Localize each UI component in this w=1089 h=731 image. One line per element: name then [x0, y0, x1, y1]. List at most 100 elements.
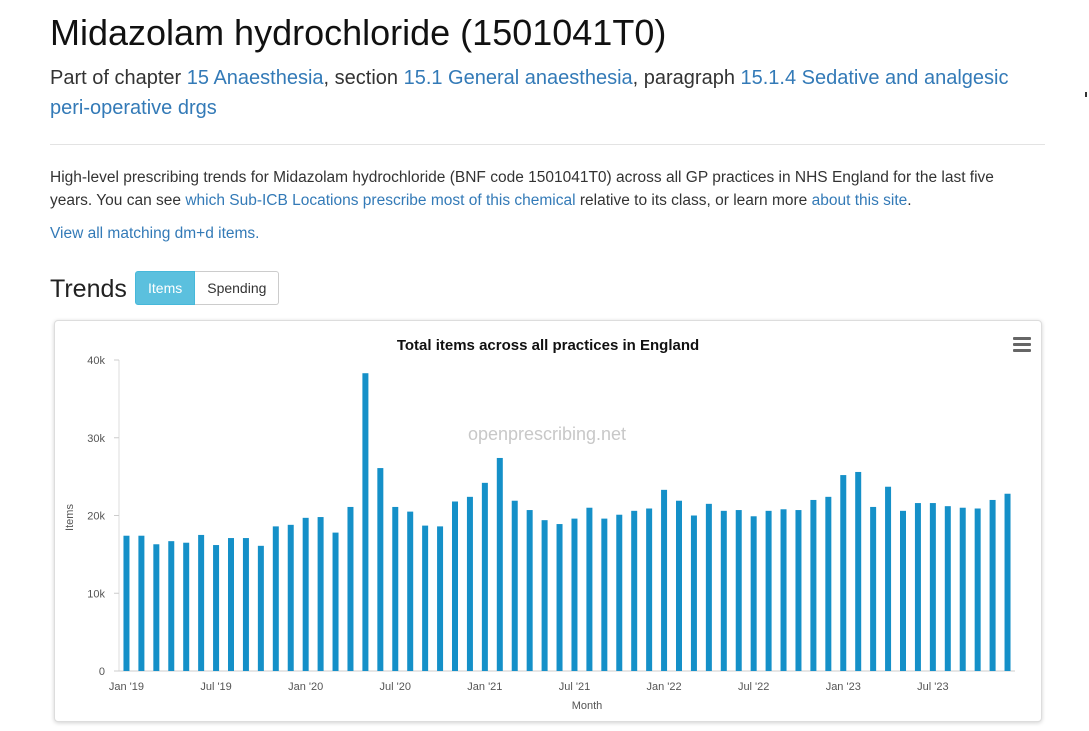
- bar: [287, 524, 294, 671]
- y-tick-label: 10k: [87, 588, 105, 600]
- bar: [347, 506, 354, 671]
- subicb-link[interactable]: which Sub-ICB Locations prescribe most o…: [185, 192, 576, 209]
- dmd-items-link[interactable]: View all matching dm+d items.: [50, 225, 260, 242]
- bar: [885, 486, 892, 671]
- bar: [302, 517, 309, 671]
- x-tick-label: Jan '20: [288, 681, 323, 693]
- bar: [481, 482, 488, 671]
- x-tick-label: Jan '22: [646, 681, 681, 693]
- x-tick-label: Jul '19: [200, 681, 231, 693]
- bar: [362, 373, 369, 671]
- intro-text-before: High-level prescribing trends for Midazo…: [50, 169, 994, 209]
- items-toggle-button[interactable]: Items: [135, 271, 196, 305]
- paragraph-link[interactable]: 15.1.4 Sedative and analgesic peri-opera…: [50, 67, 1009, 119]
- subtitle-prefix: Part of chapter: [50, 67, 182, 89]
- bar: [750, 516, 757, 671]
- chart-watermark: openprescribing.net: [468, 424, 626, 444]
- bar: [257, 545, 264, 671]
- bar: [153, 544, 160, 671]
- header-divider: [50, 144, 1045, 145]
- bar: [332, 532, 339, 671]
- bar: [974, 508, 981, 671]
- x-tick-label: Jan '19: [109, 681, 144, 693]
- bar: [1004, 493, 1011, 671]
- bar: [989, 499, 996, 671]
- bar: [586, 507, 593, 671]
- bar: [541, 520, 548, 671]
- x-tick-label: Jul '20: [380, 681, 411, 693]
- bar: [661, 489, 668, 671]
- chart-container: Total items across all practices in Engl…: [54, 320, 1042, 722]
- bar: [511, 500, 518, 671]
- page-subtitle: Part of chapter 15 Anaesthesia, section …: [50, 63, 1010, 123]
- bar: [855, 471, 862, 671]
- subtitle-paragraph-word: , paragraph: [632, 67, 735, 89]
- bar: [138, 535, 145, 671]
- items-bar-chart: Total items across all practices in Engl…: [64, 337, 1015, 712]
- about-link[interactable]: about this site: [811, 192, 908, 209]
- bar: [929, 503, 936, 671]
- bar: [914, 503, 921, 671]
- bar: [631, 510, 638, 671]
- bar: [228, 538, 234, 671]
- intro-text-end: .: [907, 192, 912, 209]
- bar: [944, 506, 951, 671]
- bar: [900, 510, 906, 671]
- bar: [452, 501, 458, 671]
- trends-heading: Trends: [50, 275, 127, 303]
- bar: [526, 510, 533, 671]
- bar: [720, 510, 727, 671]
- y-tick-label: 40k: [87, 355, 105, 367]
- section-link[interactable]: 15.1 General anaesthesia: [403, 67, 633, 89]
- bar: [571, 518, 578, 671]
- trends-toggle-group: Items Spending: [135, 271, 280, 305]
- x-axis-label: Month: [572, 700, 603, 712]
- intro-text-middle: relative to its class, or learn more: [579, 192, 808, 209]
- bar: [272, 526, 279, 671]
- y-axis-label: Items: [64, 504, 76, 531]
- bar: [616, 514, 623, 671]
- bar: [317, 517, 324, 671]
- bar: [810, 499, 817, 671]
- bar: [437, 526, 444, 671]
- bar: [780, 509, 787, 671]
- bar: [168, 541, 175, 671]
- bar: [242, 538, 249, 671]
- bar: [601, 518, 608, 671]
- bar: [496, 457, 503, 671]
- bar: [422, 525, 429, 671]
- bar: [825, 496, 832, 671]
- bar: [123, 535, 130, 671]
- bar: [840, 475, 847, 671]
- bar: [676, 500, 682, 671]
- bar: [646, 508, 653, 671]
- chart-menu-icon[interactable]: [1013, 337, 1031, 353]
- x-tick-label: Jan '21: [467, 681, 502, 693]
- chapter-link[interactable]: 15 Anaesthesia: [186, 67, 324, 89]
- bar: [466, 496, 473, 671]
- bar: [705, 503, 712, 671]
- subtitle-section-word: , section: [323, 67, 399, 89]
- x-tick-label: Jul '21: [559, 681, 590, 693]
- x-tick-label: Jul '22: [738, 681, 769, 693]
- spending-toggle-button[interactable]: Spending: [195, 271, 280, 305]
- edge-mark: [1085, 92, 1087, 97]
- bar: [377, 468, 384, 671]
- bar: [690, 515, 697, 671]
- intro-paragraph: High-level prescribing trends for Midazo…: [50, 166, 1040, 212]
- bar: [183, 542, 190, 671]
- page-title: Midazolam hydrochloride (1501041T0): [50, 12, 667, 53]
- bar: [959, 507, 966, 671]
- bar: [795, 510, 802, 671]
- y-tick-label: 30k: [87, 433, 105, 445]
- bar: [735, 510, 742, 671]
- bar: [198, 534, 205, 671]
- bar: [407, 511, 414, 671]
- y-tick-label: 20k: [87, 511, 105, 523]
- bar: [556, 524, 563, 671]
- bar: [765, 510, 772, 671]
- bar: [213, 545, 220, 671]
- x-tick-label: Jul '23: [917, 681, 948, 693]
- y-tick-label: 0: [99, 666, 105, 678]
- chart-title: Total items across all practices in Engl…: [397, 337, 699, 354]
